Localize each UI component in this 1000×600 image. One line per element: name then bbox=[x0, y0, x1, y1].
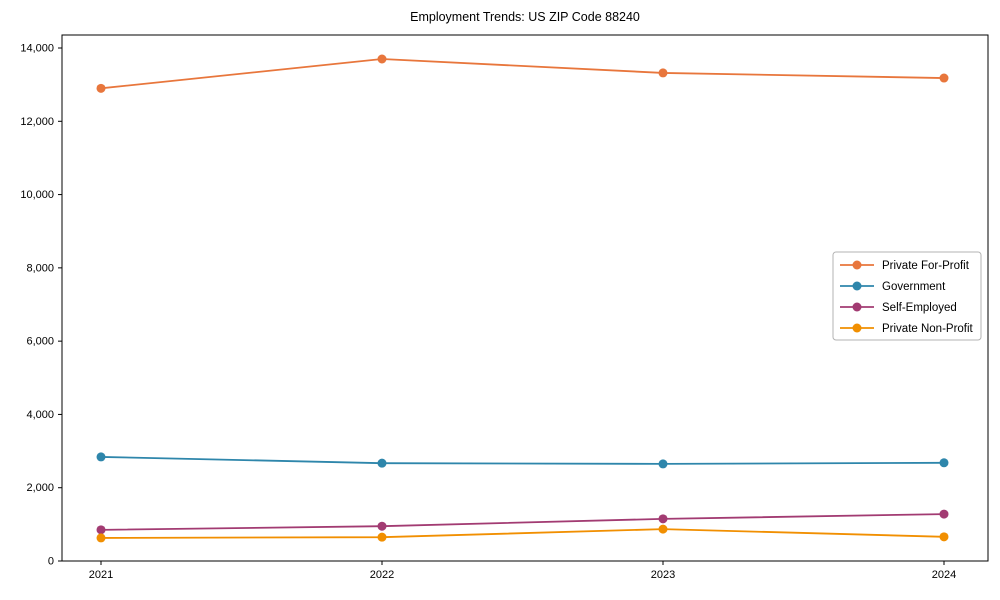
series-line-government bbox=[100, 456, 945, 465]
data-point-self-employed bbox=[939, 509, 949, 519]
y-axis-tick-label: 14,000 bbox=[20, 43, 54, 55]
chart-title: Employment Trends: US ZIP Code 88240 bbox=[410, 10, 640, 24]
data-point-private-non-profit bbox=[658, 524, 668, 534]
data-point-self-employed bbox=[377, 521, 387, 531]
legend-marker-government bbox=[852, 281, 862, 291]
y-axis-tick-label: 6,000 bbox=[26, 336, 54, 348]
x-axis-tick-label: 2024 bbox=[932, 569, 956, 581]
series-line-self-employed bbox=[100, 513, 945, 531]
legend-label-private-non-profit: Private Non-Profit bbox=[882, 323, 974, 335]
data-point-private-for-profit bbox=[658, 68, 668, 78]
x-axis-tick-label: 2021 bbox=[89, 569, 113, 581]
series-line-private-for-profit bbox=[100, 58, 945, 90]
legend-label-government: Government bbox=[882, 281, 946, 293]
data-point-government bbox=[658, 459, 668, 469]
series-line-private-non-profit bbox=[100, 528, 945, 539]
data-point-government bbox=[96, 452, 106, 462]
y-axis-tick-label: 0 bbox=[48, 556, 54, 568]
y-axis-tick-label: 4,000 bbox=[26, 409, 54, 421]
y-axis-tick-label: 2,000 bbox=[26, 482, 54, 494]
data-point-private-non-profit bbox=[96, 533, 106, 543]
data-point-private-for-profit bbox=[96, 83, 106, 93]
x-axis-tick-label: 2022 bbox=[370, 569, 394, 581]
legend-box bbox=[832, 251, 982, 341]
data-point-private-non-profit bbox=[377, 532, 387, 542]
legend-marker-private-non-profit bbox=[852, 323, 862, 333]
y-axis-tick-label: 12,000 bbox=[20, 116, 54, 128]
data-point-private-for-profit bbox=[377, 54, 387, 64]
legend-label-private-for-profit: Private For-Profit bbox=[882, 260, 970, 272]
legend-marker-self-employed bbox=[852, 302, 862, 312]
data-point-self-employed bbox=[658, 514, 668, 524]
legend-marker-private-for-profit bbox=[852, 260, 862, 270]
y-axis-tick-label: 10,000 bbox=[20, 189, 54, 201]
x-axis-tick-label: 2023 bbox=[651, 569, 675, 581]
plot-border bbox=[61, 34, 989, 562]
y-axis-tick-label: 8,000 bbox=[26, 262, 54, 274]
data-point-self-employed bbox=[96, 525, 106, 535]
data-point-private-for-profit bbox=[939, 73, 949, 83]
legend-label-self-employed: Self-Employed bbox=[882, 302, 957, 314]
data-point-private-non-profit bbox=[939, 532, 949, 542]
data-point-government bbox=[939, 458, 949, 468]
data-point-government bbox=[377, 458, 387, 468]
